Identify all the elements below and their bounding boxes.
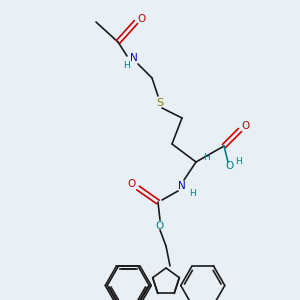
Text: S: S — [156, 98, 164, 108]
Text: H: H — [202, 154, 209, 163]
Text: O: O — [128, 179, 136, 189]
Text: O: O — [156, 221, 164, 231]
Text: H: H — [189, 190, 195, 199]
Text: O: O — [137, 14, 145, 24]
Text: N: N — [178, 181, 186, 191]
Text: H: H — [123, 61, 129, 70]
Text: O: O — [226, 161, 234, 171]
Text: N: N — [130, 53, 138, 63]
Text: H: H — [235, 157, 242, 166]
Text: O: O — [242, 121, 250, 131]
